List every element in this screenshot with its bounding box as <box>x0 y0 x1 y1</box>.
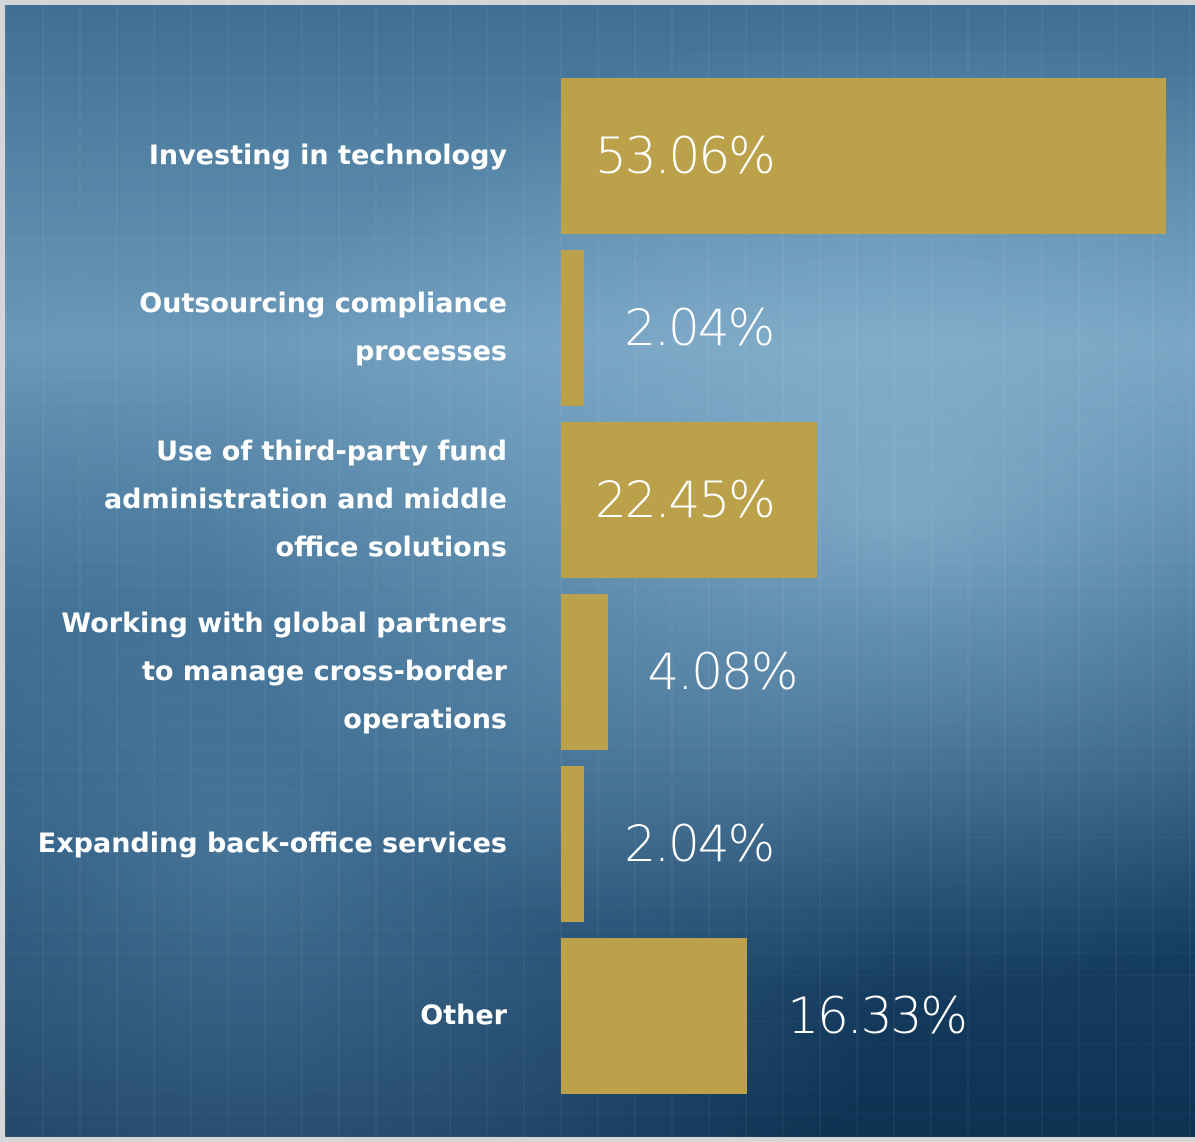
value-label: 2.04% <box>624 815 775 873</box>
value-label: 22.45% <box>595 471 776 529</box>
value-label: 4.08% <box>647 643 799 701</box>
bar <box>561 766 585 922</box>
bar <box>561 938 748 1094</box>
category-label: Outsourcing compliance processes <box>139 288 507 367</box>
bar <box>561 422 817 578</box>
category-label: Working with global partners to manage c… <box>61 608 507 735</box>
bar <box>561 594 608 750</box>
category-label: Expanding back-office services <box>37 828 507 859</box>
category-label: Investing in technology <box>148 140 507 171</box>
bar <box>561 250 585 406</box>
value-label: 16.33% <box>787 987 968 1045</box>
value-label: 53.06% <box>595 127 776 185</box>
category-label: Other <box>420 1000 507 1031</box>
category-label: Use of third-party fund administration a… <box>103 436 507 563</box>
value-label: 2.04% <box>624 299 775 357</box>
bar <box>561 78 1166 234</box>
chart: Investing in technology 53.06% Outsourcing… <box>5 5 1195 1137</box>
